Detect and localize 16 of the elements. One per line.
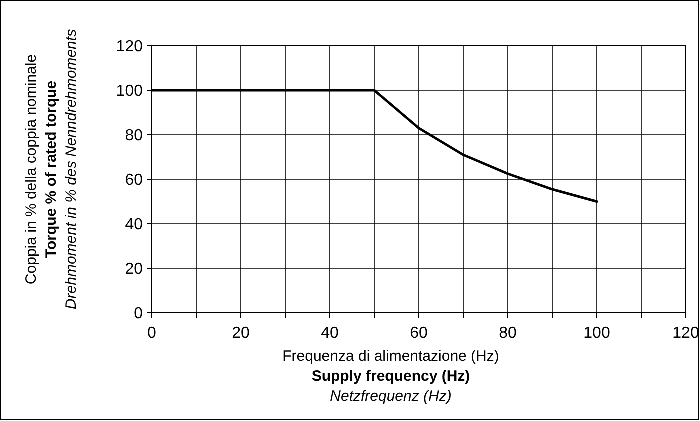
x-tick-label: 0 <box>148 325 157 342</box>
x-tick-label: 20 <box>232 325 250 342</box>
y-tick-label: 40 <box>125 216 144 234</box>
y-tick-label: 100 <box>116 83 144 100</box>
y-tick-label: 20 <box>125 261 144 278</box>
x-tick-label: 120 <box>672 325 700 342</box>
y-tick-label: 60 <box>125 172 144 190</box>
x-tick-label: 100 <box>584 325 610 342</box>
x-axis-title: Frequenza di alimentazione (Hz) Supply frequency (Hz) Netzfrequenz (Hz) <box>282 348 500 405</box>
y-tick-label: 120 <box>116 38 144 56</box>
y-tick-label: 0 <box>134 306 144 323</box>
x-tick-label: 60 <box>410 325 428 342</box>
y-axis-title: Coppia in % della coppia nominale Torque % of rated torque Drehmoment in % des Nenndrehmoments <box>23 28 80 310</box>
x-tick-label: 80 <box>499 325 517 342</box>
y-tick-label: 80 <box>125 128 144 145</box>
x-tick-label: 40 <box>321 325 339 342</box>
